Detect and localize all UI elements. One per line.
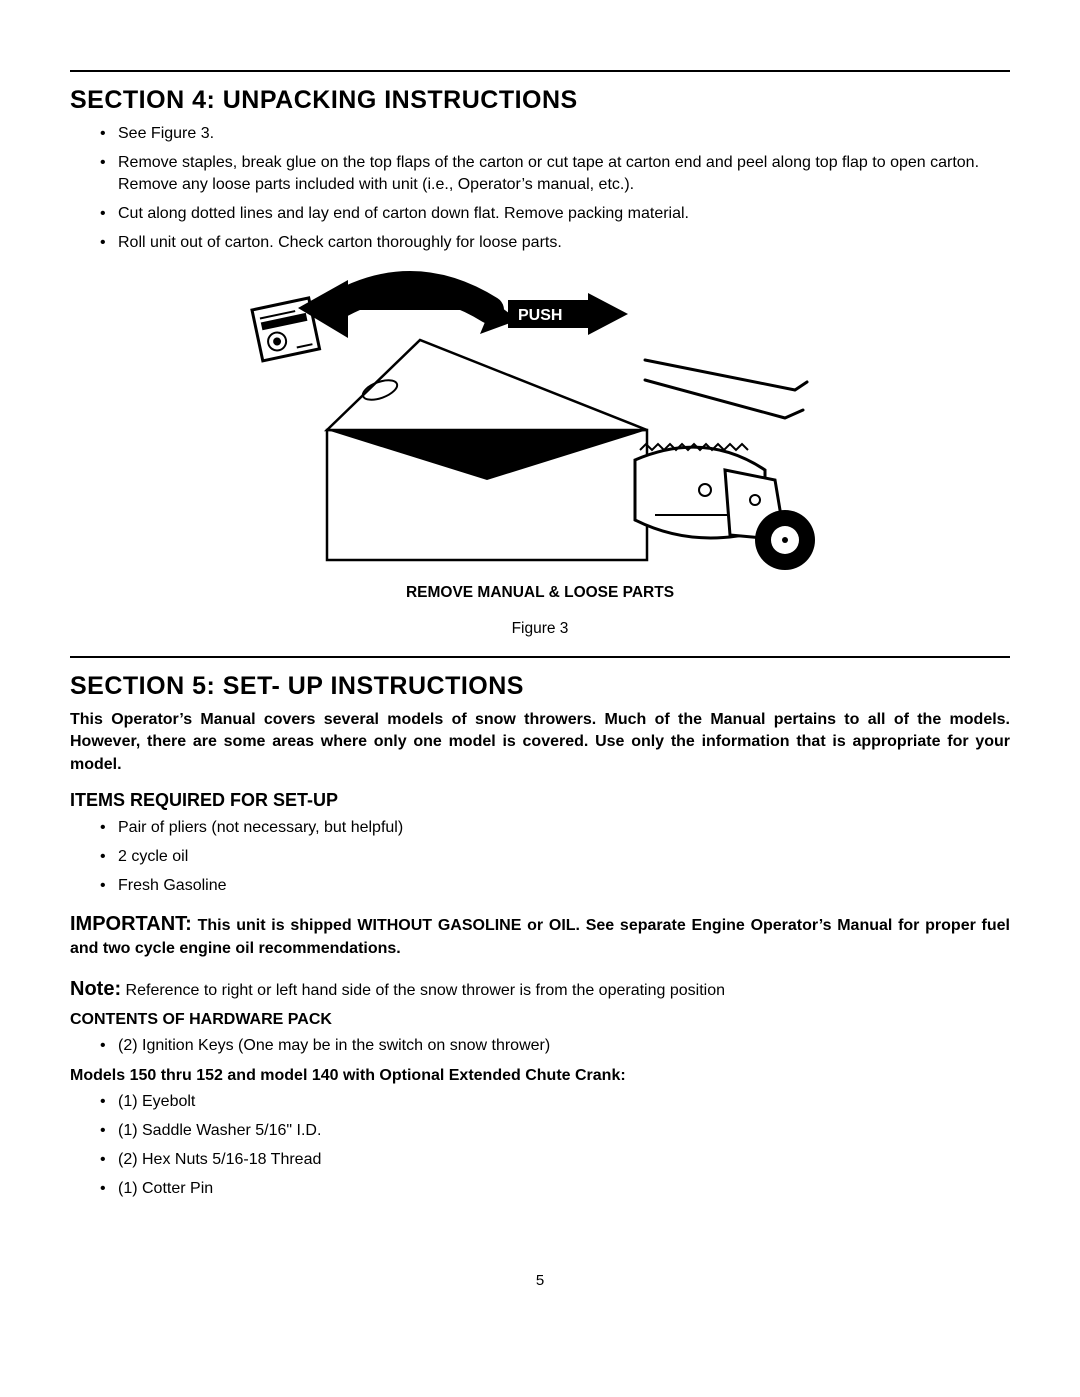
list-item: See Figure 3. bbox=[118, 123, 1010, 145]
section4-bullets: See Figure 3. Remove staples, break glue… bbox=[70, 123, 1010, 254]
note-body: Reference to right or left hand side of … bbox=[121, 982, 725, 999]
list-item: (1) Eyebolt bbox=[118, 1091, 1010, 1113]
figure-caption: REMOVE MANUAL & LOOSE PARTS bbox=[70, 584, 1010, 602]
page-number: 5 bbox=[70, 1272, 1010, 1289]
list-item: Cut along dotted lines and lay end of ca… bbox=[118, 203, 1010, 225]
push-label: PUSH bbox=[518, 307, 562, 324]
list-item: (2) Ignition Keys (One may be in the swi… bbox=[118, 1035, 1010, 1057]
top-rule bbox=[70, 70, 1010, 72]
important-note: IMPORTANT: This unit is shipped WITHOUT … bbox=[70, 911, 1010, 961]
list-item: Roll unit out of carton. Check carton th… bbox=[118, 232, 1010, 254]
list-item: (1) Saddle Washer 5/16" I.D. bbox=[118, 1120, 1010, 1142]
list-item: Pair of pliers (not necessary, but helpf… bbox=[118, 817, 1010, 839]
list-item: Fresh Gasoline bbox=[118, 875, 1010, 897]
models-line: Models 150 thru 152 and model 140 with O… bbox=[70, 1067, 1010, 1085]
figure3: PUSH REMOVE MANUAL & LOOSE PARTS Figure … bbox=[70, 270, 1010, 638]
items-required-list: Pair of pliers (not necessary, but helpf… bbox=[70, 817, 1010, 897]
section5-intro: This Operator’s Manual covers several mo… bbox=[70, 709, 1010, 775]
hardware-list-1: (2) Ignition Keys (One may be in the swi… bbox=[70, 1035, 1010, 1057]
section4-title: SECTION 4: UNPACKING INSTRUCTIONS bbox=[70, 86, 1010, 115]
list-item: (1) Cotter Pin bbox=[118, 1178, 1010, 1200]
section5-title: SECTION 5: SET- UP INSTRUCTIONS bbox=[70, 672, 1010, 701]
orientation-note: Note: Reference to right or left hand si… bbox=[70, 975, 1010, 1003]
mid-rule bbox=[70, 656, 1010, 658]
list-item: 2 cycle oil bbox=[118, 846, 1010, 868]
note-lead: Note: bbox=[70, 978, 121, 1000]
important-body: This unit is shipped WITHOUT GASOLINE or… bbox=[70, 917, 1010, 958]
hardware-list-2: (1) Eyebolt (1) Saddle Washer 5/16" I.D.… bbox=[70, 1091, 1010, 1200]
list-item: Remove staples, break glue on the top fl… bbox=[118, 152, 1010, 196]
figure-number: Figure 3 bbox=[70, 620, 1010, 638]
items-required-head: ITEMS REQUIRED FOR SET-UP bbox=[70, 790, 1010, 811]
unpacking-illustration: PUSH bbox=[240, 270, 840, 570]
hardware-pack-head: CONTENTS OF HARDWARE PACK bbox=[70, 1011, 1010, 1029]
important-lead: IMPORTANT: bbox=[70, 913, 192, 935]
list-item: (2) Hex Nuts 5/16-18 Thread bbox=[118, 1149, 1010, 1171]
